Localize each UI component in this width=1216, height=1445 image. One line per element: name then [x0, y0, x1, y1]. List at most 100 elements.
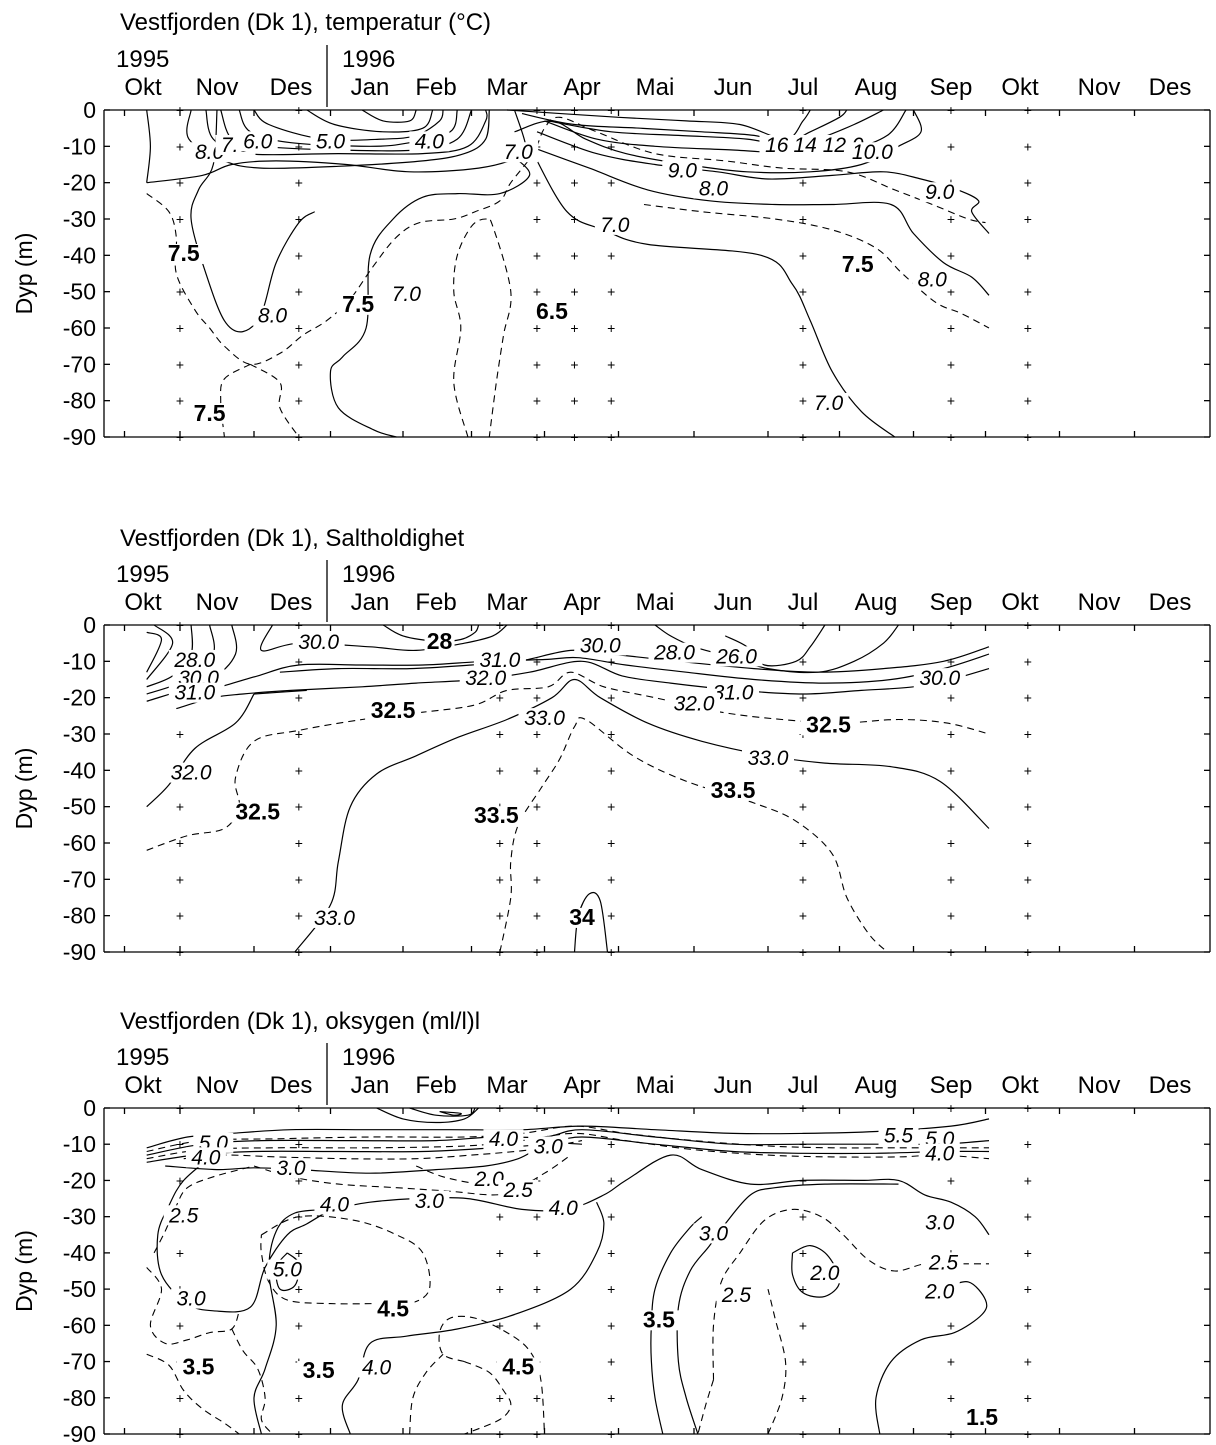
sample-marker: +	[947, 762, 955, 778]
sample-marker: +	[799, 1281, 807, 1297]
sample-marker: +	[1024, 320, 1032, 336]
contour-label: 5.5	[884, 1125, 914, 1148]
sample-marker: +	[947, 1317, 955, 1333]
sample-marker: +	[176, 835, 184, 851]
contour-line-dashed	[499, 717, 888, 953]
sample-marker: +	[496, 1390, 504, 1406]
sample-marker: +	[1024, 1100, 1032, 1116]
y-tick-label: -50	[63, 794, 96, 820]
contour-line	[190, 109, 316, 333]
sample-marker: +	[570, 429, 578, 445]
label-backdrop	[237, 131, 278, 152]
sample-marker: +	[1024, 1281, 1032, 1297]
y-tick-label: -90	[63, 1421, 96, 1445]
label-backdrop	[468, 806, 525, 827]
contour-label: 32.0	[465, 667, 506, 690]
label-backdrop	[483, 1129, 524, 1150]
contour-label: 4.0	[191, 1146, 221, 1169]
sample-marker: +	[799, 102, 807, 118]
month-label: Jul	[788, 74, 819, 101]
sample-marker: +	[295, 1245, 303, 1261]
contour-line	[654, 624, 899, 674]
contour-label: 32.5	[806, 711, 851, 737]
sample-marker: +	[1024, 356, 1032, 372]
label-backdrop	[919, 1143, 960, 1164]
month-label: Des	[1149, 74, 1192, 101]
sample-marker: +	[176, 908, 184, 924]
contour-line	[253, 1208, 331, 1435]
sample-marker: +	[947, 247, 955, 263]
month-label: Okt	[1001, 74, 1039, 101]
contour-line	[521, 109, 848, 144]
sample-marker: +	[496, 690, 504, 706]
sample-marker: +	[295, 653, 303, 669]
y-tick-label: -30	[63, 206, 96, 232]
contour-label: 28.0	[653, 642, 695, 665]
sample-marker: +	[1024, 102, 1032, 118]
sample-marker: +	[607, 1245, 615, 1261]
sample-marker: +	[947, 1100, 955, 1116]
contour-label: 31.0	[479, 649, 520, 672]
sample-marker: +	[607, 617, 615, 633]
sample-marker: +	[1024, 835, 1032, 851]
label-backdrop	[177, 1357, 220, 1378]
sample-marker: +	[533, 690, 541, 706]
sample-marker: +	[947, 1426, 955, 1442]
label-backdrop	[267, 1259, 308, 1280]
contour-line	[146, 631, 163, 673]
chart-panel-3: Vestfjorden (Dk 1), oksygen (ml/l)l 1995 1…	[11, 1008, 1211, 1445]
sample-marker: +	[176, 871, 184, 887]
contour-line	[650, 1216, 703, 1435]
sample-marker: +	[533, 175, 541, 191]
sample-marker: +	[295, 617, 303, 633]
year-label: 1996	[342, 561, 395, 588]
sample-marker: +	[176, 799, 184, 815]
label-backdrop	[804, 1263, 845, 1284]
contour-label: 7.5	[194, 400, 226, 426]
contour-line-dashed	[146, 1125, 989, 1153]
contour-label: 10.0	[852, 141, 893, 164]
sample-marker: +	[295, 799, 303, 815]
contour-line-dashed	[453, 217, 512, 438]
sample-marker: +	[176, 284, 184, 300]
label-backdrop	[716, 1284, 757, 1305]
chart-panel-1: Vestfjorden (Dk 1), temperatur (°C) 1995 1…	[11, 9, 1211, 450]
label-backdrop	[171, 1288, 212, 1309]
sample-marker: +	[533, 871, 541, 887]
sample-marker: +	[607, 138, 615, 154]
label-backdrop	[308, 907, 361, 928]
sample-marker: +	[607, 284, 615, 300]
y-tick-label: -10	[63, 133, 96, 159]
sample-marker: +	[799, 1100, 807, 1116]
sample-marker: +	[799, 908, 807, 924]
sample-marker: +	[295, 429, 303, 445]
sample-marker: +	[496, 1426, 504, 1442]
sample-marker: +	[1024, 617, 1032, 633]
label-backdrop	[518, 708, 571, 729]
label-backdrop	[168, 649, 221, 670]
sample-marker: +	[607, 1100, 615, 1116]
contour-line	[791, 1244, 841, 1298]
y-tick-label: -10	[63, 1131, 96, 1157]
sample-marker: +	[799, 247, 807, 263]
contour-label: 7.5	[168, 240, 200, 266]
contour-label: 4.0	[549, 1197, 579, 1220]
sample-marker: +	[533, 1426, 541, 1442]
label-backdrop	[668, 693, 720, 714]
label-backdrop	[165, 762, 218, 783]
sample-marker: +	[799, 1209, 807, 1225]
y-tick-label: -90	[63, 939, 96, 965]
y-tick-label: -70	[63, 351, 96, 377]
sample-marker: +	[799, 1354, 807, 1370]
sample-marker: +	[176, 138, 184, 154]
sample-marker: +	[1024, 1245, 1032, 1261]
contour-label: 31.0	[174, 682, 215, 705]
contour-label: 3.5	[183, 1353, 215, 1379]
contour-label: 32.0	[171, 762, 212, 785]
sample-marker: +	[799, 175, 807, 191]
contour-label: 8.0	[258, 305, 288, 328]
month-label: Nov	[1078, 1072, 1121, 1099]
y-axis-label: Dyp (m)	[11, 748, 37, 830]
sample-marker: +	[496, 835, 504, 851]
contour-line	[341, 1201, 605, 1435]
